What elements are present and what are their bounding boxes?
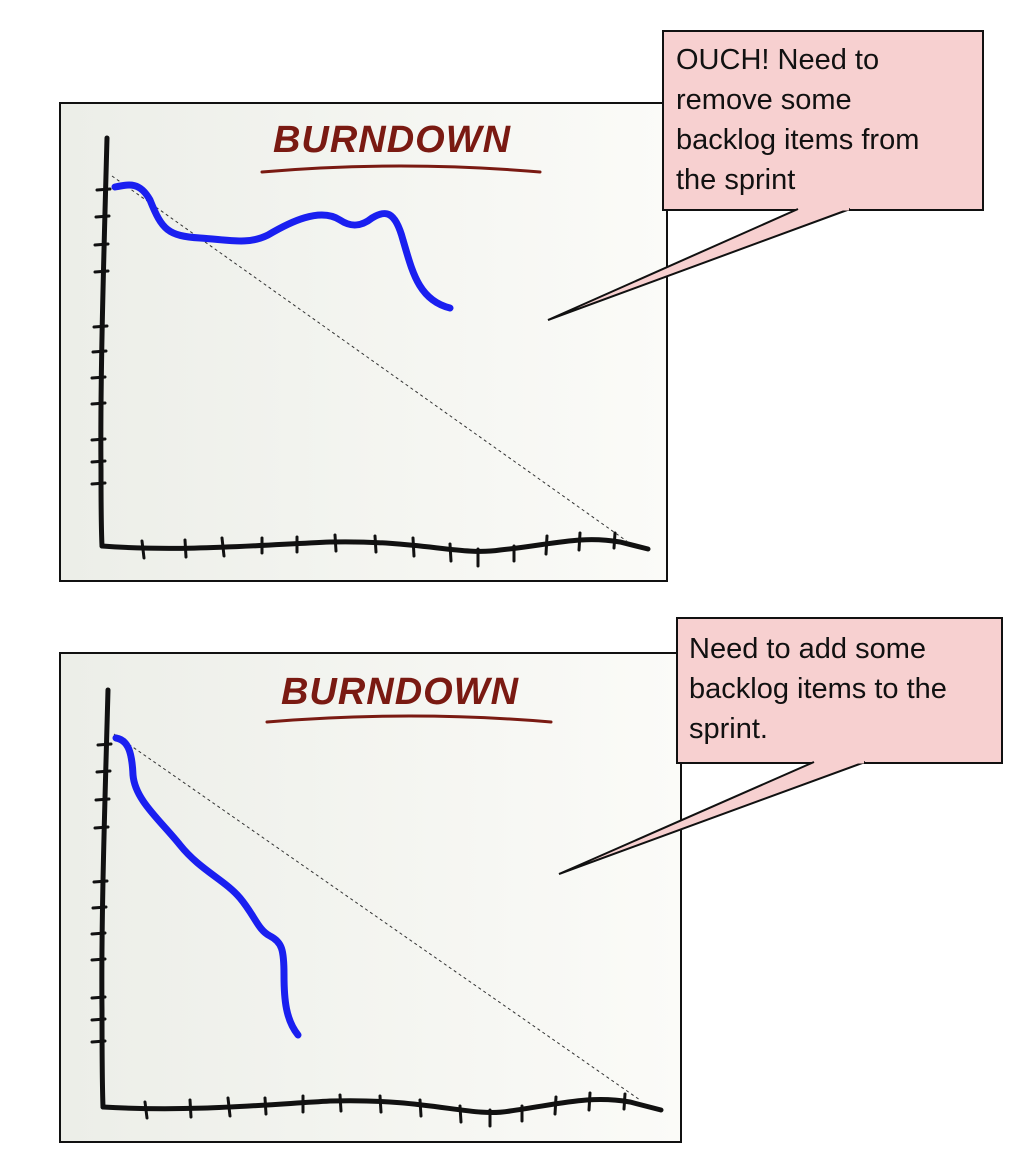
panel-1-actual-line [111, 181, 454, 312]
panel-2-ideal-line [113, 733, 641, 1101]
panel-1-y-ticks [90, 187, 112, 486]
panel-1-callout-text: OUCH! Need to remove some backlog items … [676, 44, 920, 196]
panel-2-y-ticks [90, 742, 113, 1044]
panel-1-frame [59, 102, 668, 582]
panel-2-callout-box [676, 617, 1003, 764]
panel-2-callout-text: Need to add some backlog items to the sp… [689, 633, 947, 745]
panel-2-callout [558, 617, 1003, 875]
panel-1-callout-pointer [547, 208, 851, 321]
panel-2: BURNDOWN [59, 652, 682, 1143]
panel-1-title-underline [260, 164, 542, 174]
panel-1-x-ticks [140, 531, 617, 568]
panel-2-x-axis [100, 1096, 664, 1115]
panel-1-callout-box [662, 30, 984, 211]
panel-1-chart-title: BURNDOWN [273, 119, 512, 161]
panel-2-chart-title: BURNDOWN [281, 671, 520, 713]
panel-1-x-axis [99, 537, 651, 554]
panel-1: BURNDOWN [59, 102, 668, 582]
panel-2-actual-line [112, 734, 302, 1039]
panel-2-title-underline [265, 714, 553, 724]
panel-1-callout [547, 30, 984, 321]
panel-2-frame [59, 652, 682, 1143]
panel-2-callout-pointer [558, 761, 866, 875]
panel-2-x-ticks [143, 1091, 627, 1128]
